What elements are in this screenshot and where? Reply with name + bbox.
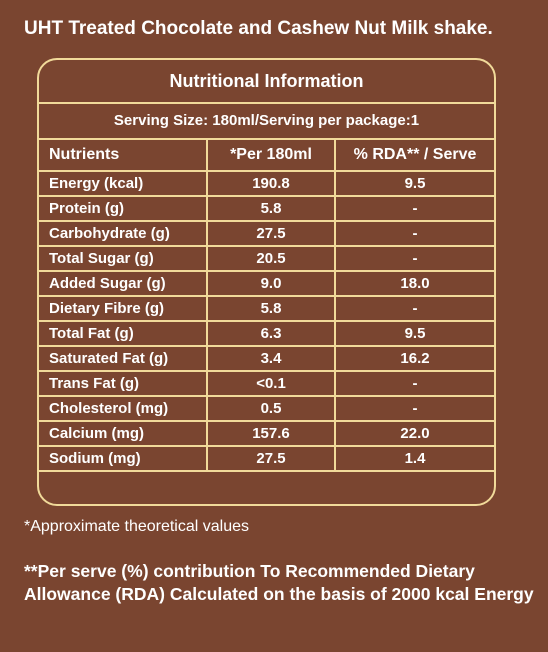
- table-row: Energy (kcal) 190.8 9.5: [39, 170, 494, 197]
- nutrient-name: Added Sugar (g): [39, 270, 208, 297]
- nutrient-name: Total Fat (g): [39, 320, 208, 347]
- table-row: Added Sugar (g) 9.0 18.0: [39, 270, 494, 297]
- nutrition-table: Nutrients *Per 180ml % RDA** / Serve Ene…: [39, 140, 494, 472]
- nutrient-name: Total Sugar (g): [39, 245, 208, 272]
- nutrient-name: Carbohydrate (g): [39, 220, 208, 247]
- nutrition-panel: Nutritional Information Serving Size: 18…: [37, 58, 496, 506]
- table-row: Dietary Fibre (g) 5.8-: [39, 295, 494, 322]
- nutrient-name: Sodium (mg): [39, 445, 208, 472]
- nutrient-value: 27.5: [206, 220, 336, 247]
- approximate-note: *Approximate theoretical values: [24, 518, 250, 535]
- product-title: UHT Treated Chocolate and Cashew Nut Mil…: [24, 18, 493, 39]
- nutrient-rda: 16.2: [334, 345, 494, 372]
- nutrient-name: Saturated Fat (g): [39, 345, 208, 372]
- nutrient-name: Protein (g): [39, 195, 208, 222]
- table-row: Sodium (mg) 27.5 1.4: [39, 445, 494, 472]
- table-row: Cholesterol (mg) 0.5-: [39, 395, 494, 422]
- nutrient-value: 6.3: [206, 320, 336, 347]
- nutrient-name: Trans Fat (g): [39, 370, 208, 397]
- nutrient-name: Calcium (mg): [39, 420, 208, 447]
- nutrient-rda: 1.4: [334, 445, 494, 472]
- nutrient-value: 0.5: [206, 395, 336, 422]
- serving-size: Serving Size: 180ml/Serving per package:…: [39, 104, 494, 140]
- nutrient-value: 9.0: [206, 270, 336, 297]
- table-row: Calcium (mg) 157.6 22.0: [39, 420, 494, 447]
- nutrient-rda: -: [334, 220, 494, 247]
- nutrient-rda: -: [334, 395, 494, 422]
- nutrient-value: 20.5: [206, 245, 336, 272]
- table-row: Trans Fat (g) <0.1-: [39, 370, 494, 397]
- column-header-nutrients: Nutrients: [39, 140, 208, 172]
- panel-heading: Nutritional Information: [39, 60, 494, 104]
- table-row: Carbohydrate (g) 27.5-: [39, 220, 494, 247]
- table-row: Total Sugar (g) 20.5-: [39, 245, 494, 272]
- column-header-rda: % RDA** / Serve: [334, 140, 494, 172]
- nutrient-rda: 18.0: [334, 270, 494, 297]
- table-row: Total Fat (g) 6.3 9.5: [39, 320, 494, 347]
- nutrient-name: Energy (kcal): [39, 170, 208, 197]
- nutrient-name: Dietary Fibre (g): [39, 295, 208, 322]
- nutrient-rda: -: [334, 295, 494, 322]
- nutrient-value: 5.8: [206, 295, 336, 322]
- rda-note: **Per serve (%) contribution To Recommen…: [24, 561, 534, 604]
- nutrient-rda: 9.5: [334, 320, 494, 347]
- nutrient-rda: -: [334, 245, 494, 272]
- table-header-row: Nutrients *Per 180ml % RDA** / Serve: [39, 140, 494, 172]
- table-row: Protein (g) 5.8-: [39, 195, 494, 222]
- nutrient-rda: 9.5: [334, 170, 494, 197]
- nutrient-rda: 22.0: [334, 420, 494, 447]
- nutrient-value: 3.4: [206, 345, 336, 372]
- nutrient-rda: -: [334, 195, 494, 222]
- nutrient-value: 27.5: [206, 445, 336, 472]
- nutrient-rda: -: [334, 370, 494, 397]
- nutrient-value: 5.8: [206, 195, 336, 222]
- nutrient-value: <0.1: [206, 370, 336, 397]
- nutrient-value: 157.6: [206, 420, 336, 447]
- nutrient-name: Cholesterol (mg): [39, 395, 208, 422]
- table-row: Saturated Fat (g) 3.4 16.2: [39, 345, 494, 372]
- nutrient-value: 190.8: [206, 170, 336, 197]
- column-header-per-serving: *Per 180ml: [206, 140, 336, 172]
